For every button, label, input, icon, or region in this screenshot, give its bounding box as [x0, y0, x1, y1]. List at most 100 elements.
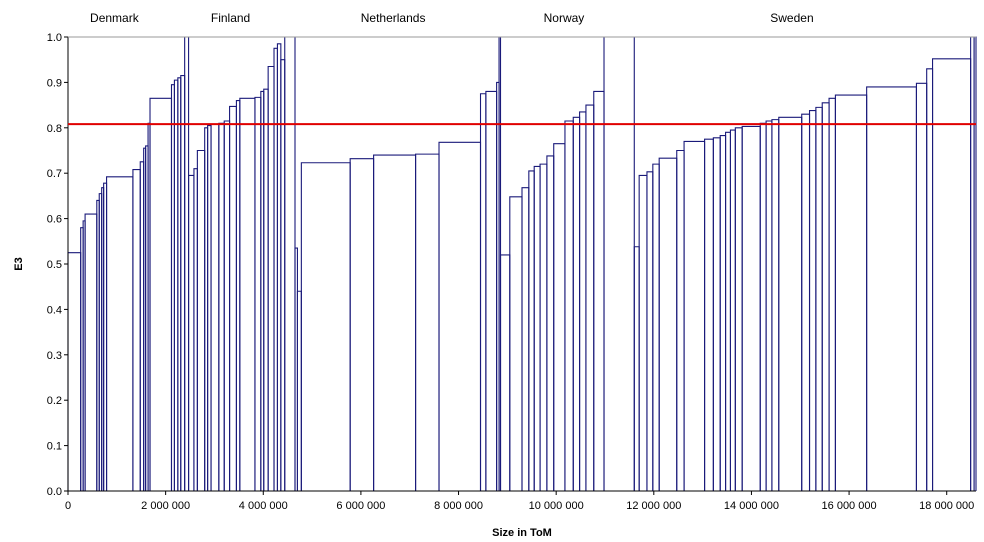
x-tick-label: 16 000 000: [822, 500, 877, 512]
bar-segment: [734, 127, 743, 491]
bar-segment: [180, 75, 186, 491]
x-tick-label: 0: [65, 500, 71, 512]
bar-segment: [652, 163, 660, 491]
bar-segment: [778, 116, 803, 491]
y-tick-label: 0.9: [47, 77, 62, 89]
y-tick-label: 1.0: [47, 32, 62, 44]
bar-segment: [638, 174, 648, 491]
bar-segment: [218, 122, 225, 491]
bar-segment: [866, 86, 917, 491]
x-tick-label: 12 000 000: [626, 500, 681, 512]
x-tick-label: 6 000 000: [336, 500, 385, 512]
bar-segment: [509, 196, 523, 491]
bar-segment: [926, 68, 934, 491]
x-tick-label: 8 000 000: [434, 500, 483, 512]
bar-segment: [499, 254, 511, 491]
bar-segment: [633, 246, 640, 491]
y-tick-label: 0.2: [47, 395, 62, 407]
bar-segment: [759, 122, 767, 491]
bar-segment: [683, 140, 706, 491]
bar-segment: [603, 36, 635, 491]
bar-segment: [564, 120, 574, 491]
bar-segment: [373, 154, 417, 491]
bar-segment: [263, 88, 269, 491]
bar-segment: [765, 120, 773, 491]
bar-segment: [349, 158, 375, 491]
bar-segment: [184, 36, 190, 491]
bar-segment: [132, 169, 141, 491]
x-tick-label: 2 000 000: [141, 500, 190, 512]
bar-segment: [658, 157, 678, 491]
bar-segment: [725, 131, 731, 491]
bar-segment: [646, 171, 654, 491]
y-tick-label: 0.1: [47, 441, 62, 453]
bar-segment: [300, 162, 351, 491]
country-label: Sweden: [770, 11, 813, 25]
bar-segment: [808, 110, 817, 491]
bar-segment: [719, 134, 727, 491]
bar-segment: [593, 90, 605, 491]
bar-segment: [438, 141, 482, 491]
bar-segment: [815, 106, 823, 491]
bar-segments: [67, 36, 977, 491]
bar-segment: [915, 82, 928, 491]
axes: [64, 36, 976, 495]
y-tick-label: 0.5: [47, 259, 62, 271]
bar-segment: [579, 111, 587, 491]
bar-segment: [485, 90, 498, 491]
x-tick-label: 14 000 000: [724, 500, 779, 512]
x-tick-label: 4 000 000: [239, 500, 288, 512]
bar-segment: [828, 97, 836, 491]
bar-segment: [528, 170, 535, 491]
bar-segment: [533, 165, 541, 491]
bar-segment: [539, 163, 548, 491]
bar-segment: [704, 138, 714, 491]
bar-segment: [801, 113, 811, 491]
bar-segment: [149, 97, 173, 491]
bar-segment: [188, 174, 195, 491]
x-tick-label: 18 000 000: [919, 500, 974, 512]
bar-segment: [267, 65, 275, 491]
bar-segment: [415, 153, 440, 491]
bar-segment: [106, 176, 134, 491]
bar-segment: [553, 143, 566, 491]
country-label: Denmark: [90, 11, 140, 25]
bar-segment: [585, 104, 595, 491]
x-axis-title: Size in ToM: [492, 527, 552, 539]
bar-segment: [229, 105, 237, 491]
y-tick-label: 0.8: [47, 123, 62, 135]
tick-labels: 0.0 0.1 0.2 0.3 0.4 0.5 0.6 0.7 0.8 0.9 1.0 0 2 000 …: [47, 32, 975, 512]
bar-segment: [676, 149, 685, 491]
y-tick-label: 0.3: [47, 350, 62, 362]
bar-segment: [67, 252, 82, 491]
bar-segment: [196, 149, 206, 491]
bar-segment: [741, 125, 761, 491]
y-tick-label: 0.4: [47, 304, 62, 316]
bar-segment: [210, 123, 220, 491]
bar-segment: [729, 129, 736, 491]
bar-segment: [834, 94, 868, 491]
bar-segment: [296, 290, 302, 491]
bar-segment: [223, 120, 231, 491]
bar-segment: [254, 96, 262, 491]
country-label: Netherlands: [361, 11, 426, 25]
bar-segment: [712, 137, 721, 491]
y-axis-title: E3: [13, 257, 25, 270]
country-labels: Denmark Finland Netherlands Norway Sweden: [90, 11, 814, 25]
bar-segment: [521, 187, 530, 491]
country-label: Finland: [211, 11, 250, 25]
bar-segment: [239, 97, 256, 491]
bar-segment: [973, 36, 977, 491]
bar-segment: [771, 119, 780, 491]
country-label: Norway: [544, 11, 585, 25]
bar-segment: [572, 116, 581, 491]
bar-segment: [479, 93, 487, 491]
bar-segment: [84, 213, 98, 491]
bar-segment: [546, 155, 555, 491]
bar-segment: [821, 102, 830, 491]
y-tick-label: 0.6: [47, 214, 62, 226]
y-tick-label: 0.7: [47, 168, 62, 180]
x-tick-label: 10 000 000: [529, 500, 584, 512]
bar-segment: [284, 36, 296, 491]
